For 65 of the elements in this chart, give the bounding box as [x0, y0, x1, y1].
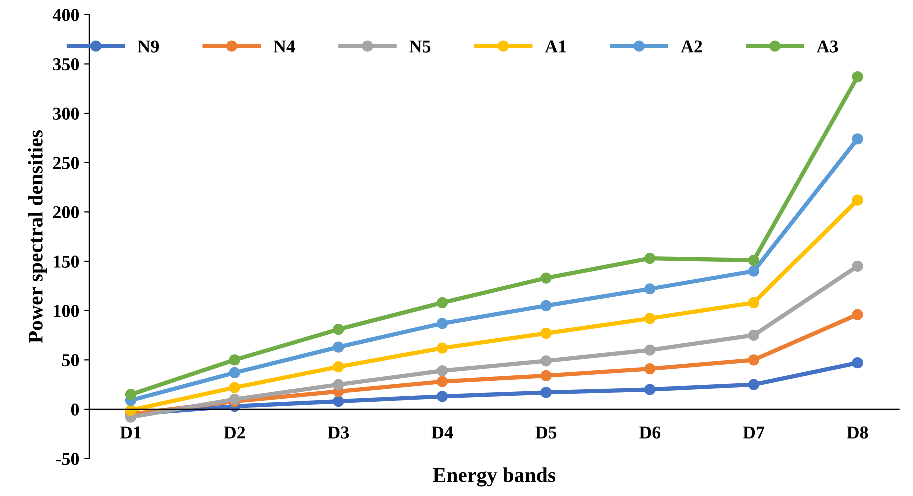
- y-tick-label: 0: [71, 404, 80, 416]
- legend-label: N4: [274, 40, 296, 53]
- point: [852, 358, 864, 369]
- y-tick-label: -50: [56, 453, 80, 466]
- point: [436, 365, 448, 377]
- x-tick-label: D3: [328, 426, 350, 439]
- point: [540, 272, 552, 284]
- y-tick-label: 300: [53, 108, 80, 120]
- y-tick-label: 100: [54, 305, 80, 318]
- point: [125, 389, 137, 400]
- point: [436, 391, 448, 402]
- point: [540, 300, 552, 312]
- point: [852, 194, 864, 206]
- point: [852, 260, 864, 272]
- point: [229, 354, 240, 366]
- point: [333, 342, 344, 353]
- point: [436, 297, 448, 308]
- point: [748, 330, 760, 342]
- legend-label: A1: [545, 40, 566, 53]
- legend-label: A3: [816, 40, 838, 53]
- point: [852, 309, 864, 320]
- point: [333, 362, 344, 373]
- legend-label: N5: [410, 40, 431, 53]
- y-tick-label: 50: [62, 354, 80, 367]
- y-tick-label: 150: [54, 256, 80, 268]
- x-axis-title: Energy bands: [433, 468, 556, 487]
- point: [540, 370, 552, 382]
- point: [852, 71, 864, 83]
- x-tick-label: D5: [536, 426, 557, 439]
- y-axis-title: Power spectral densities: [28, 130, 48, 344]
- legend-label: A2: [681, 40, 702, 53]
- point: [333, 324, 344, 336]
- x-tick-label: D7: [743, 426, 765, 439]
- point: [748, 266, 760, 277]
- x-tick-label: D6: [639, 426, 661, 439]
- point: [229, 382, 240, 394]
- point: [333, 396, 344, 408]
- point: [540, 387, 552, 398]
- point: [644, 384, 656, 396]
- point: [436, 318, 448, 330]
- x-tick-label: D2: [224, 426, 246, 439]
- point: [229, 367, 240, 379]
- point: [644, 284, 656, 295]
- y-tick-label: 400: [52, 9, 80, 22]
- point: [540, 356, 552, 367]
- point: [436, 342, 448, 354]
- y-tick-label: 250: [53, 157, 80, 170]
- point: [748, 354, 760, 366]
- point: [748, 379, 760, 390]
- x-tick-label: D1: [120, 426, 142, 439]
- legend-label: N9: [138, 40, 160, 53]
- point: [436, 376, 448, 388]
- y-tick-label: 350: [53, 58, 80, 71]
- y-tick-label: 200: [53, 206, 80, 219]
- x-tick-label: D4: [432, 426, 454, 439]
- point: [748, 254, 760, 266]
- point: [644, 313, 656, 324]
- x-tick-label: D8: [847, 426, 868, 439]
- point: [540, 328, 552, 340]
- point: [333, 379, 344, 390]
- point: [644, 252, 656, 264]
- point: [748, 297, 760, 308]
- point: [852, 134, 864, 145]
- point: [644, 363, 656, 375]
- point: [644, 344, 656, 356]
